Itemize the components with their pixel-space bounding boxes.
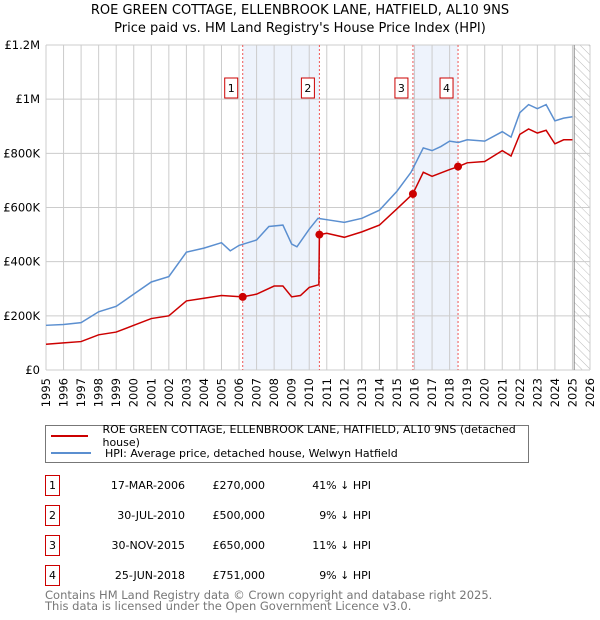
x-tick-label: 2009 — [285, 378, 299, 407]
x-tick-label: 2021 — [495, 378, 509, 407]
y-tick-label: £800K — [3, 146, 40, 160]
row-number: 1 — [45, 475, 60, 496]
x-tick-label: 2018 — [443, 378, 457, 407]
x-tick-label: 2001 — [144, 378, 158, 407]
x-tick-label: 2010 — [302, 378, 316, 407]
x-tick-label: 1997 — [74, 378, 88, 407]
transaction-marker-label: 4 — [443, 82, 450, 95]
transaction-marker-box — [394, 77, 409, 99]
x-tick-label: 1998 — [92, 378, 106, 407]
price-chart: 1995 1996 1997 1998 1999 2000 2001 2002 2003 2004… — [3, 38, 597, 407]
x-tick-label: 2015 — [390, 378, 404, 407]
sale-price: £270,000 — [212, 479, 266, 492]
transaction-marker-label: 2 — [304, 82, 311, 95]
sale-point — [238, 292, 247, 301]
legend-swatch — [51, 435, 89, 437]
x-tick-label: 2024 — [548, 378, 562, 407]
table-row: 2 30-JUL-2010 £500,000 9% ↓ HPI — [45, 505, 545, 527]
hpi-diff: 9% ↓ HPI — [319, 569, 371, 582]
sale-date: 25-JUN-2018 — [114, 569, 185, 582]
sale-date: 17-MAR-2006 — [110, 479, 185, 492]
hpi-diff: 41% ↓ HPI — [312, 479, 371, 492]
x-tick-label: 2000 — [127, 378, 141, 407]
x-tick-label: 2023 — [530, 378, 544, 407]
x-tick-label: 2025 — [565, 378, 579, 407]
transaction-marker-box — [224, 77, 239, 99]
transaction-marker-box — [300, 77, 315, 99]
chart-title: ROE GREEN COTTAGE, ELLENBROOK LANE, HATF… — [90, 3, 510, 18]
table-row: 3 30-NOV-2015 £650,000 11% ↓ HPI — [45, 535, 545, 557]
hpi-diff: 11% ↓ HPI — [312, 539, 371, 552]
sale-date: 30-NOV-2015 — [111, 539, 185, 552]
sale-point — [408, 189, 417, 198]
sale-point — [315, 230, 324, 239]
licence-text: This data is licensed under the Open Gov… — [45, 599, 412, 613]
x-tick-label: 1999 — [109, 378, 123, 407]
legend-swatch — [51, 452, 91, 454]
sale-date: 30-JUL-2010 — [117, 509, 185, 522]
table-row: 4 25-JUN-2018 £751,000 9% ↓ HPI — [45, 565, 545, 587]
x-tick-label: 2011 — [320, 378, 334, 407]
x-tick-label: 2020 — [478, 378, 492, 407]
sale-price: £650,000 — [212, 539, 266, 552]
x-tick-label: 1996 — [57, 378, 71, 407]
sale-point — [454, 162, 463, 171]
legend-item-property: ROE GREEN COTTAGE, ELLENBROOK LANE, HATF… — [46, 423, 528, 449]
chart-subtitle: Price paid vs. HM Land Registry's House … — [114, 21, 486, 36]
transaction-marker-label: 3 — [398, 82, 405, 95]
x-tick-label: 2007 — [250, 378, 264, 407]
y-tick-label: £1.2M — [4, 38, 40, 52]
x-tick-label: 2005 — [214, 378, 228, 407]
sale-price: £500,000 — [212, 509, 266, 522]
x-tick-label: 2017 — [425, 378, 439, 407]
x-tick-label: 2014 — [372, 378, 386, 407]
row-number: 3 — [45, 535, 60, 556]
x-tick-label: 2016 — [408, 378, 422, 407]
series-line — [45, 103, 573, 327]
row-number: 4 — [45, 565, 60, 586]
legend: ROE GREEN COTTAGE, ELLENBROOK LANE, HATF… — [45, 423, 529, 463]
y-tick-label: £600K — [3, 201, 40, 215]
legend-item-hpi: HPI: Average price, detached house, Welw… — [46, 445, 398, 461]
footer: Contains HM Land Registry data © Crown c… — [45, 588, 493, 613]
legend-label: HPI: Average price, detached house, Welw… — [105, 446, 398, 460]
x-tick-label: 2022 — [513, 378, 527, 407]
y-tick-label: £400K — [3, 255, 40, 269]
x-tick-label: 2019 — [460, 378, 474, 407]
x-tick-label: 2004 — [197, 378, 211, 407]
transaction-marker-label: 1 — [228, 82, 235, 95]
x-tick-label: 2003 — [179, 378, 193, 407]
x-tick-label: 1995 — [39, 378, 53, 407]
y-tick-label: £200K — [3, 309, 40, 323]
table-row: 1 17-MAR-2006 £270,000 41% ↓ HPI — [45, 475, 545, 497]
copyright-text: Contains HM Land Registry data © Crown c… — [45, 588, 493, 602]
x-tick-label: 2008 — [267, 378, 281, 407]
x-tick-label: 2002 — [162, 378, 176, 407]
y-tick-label: £0 — [25, 363, 40, 377]
transaction-marker-box — [439, 77, 454, 99]
sale-price: £751,000 — [212, 569, 266, 582]
legend-label: ROE GREEN COTTAGE, ELLENBROOK LANE, HATF… — [102, 423, 516, 449]
series-line — [45, 128, 573, 346]
y-tick-label: £1M — [15, 92, 40, 106]
hpi-diff: 9% ↓ HPI — [319, 509, 371, 522]
x-tick-label: 2026 — [583, 378, 597, 407]
x-tick-label: 2012 — [337, 378, 351, 407]
x-tick-label: 2006 — [232, 378, 246, 407]
x-tick-label: 2013 — [355, 378, 369, 407]
row-number: 2 — [45, 505, 60, 526]
